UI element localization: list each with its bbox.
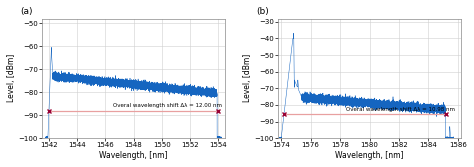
- Text: (a): (a): [20, 7, 33, 16]
- X-axis label: Wavelength, [nm]: Wavelength, [nm]: [335, 151, 404, 160]
- Y-axis label: Level, [dBm]: Level, [dBm]: [7, 54, 16, 102]
- Text: Overal wavelength shift Δλ = 12.00 nm: Overal wavelength shift Δλ = 12.00 nm: [113, 103, 222, 108]
- Y-axis label: Level, [dBm]: Level, [dBm]: [243, 54, 252, 102]
- Text: (b): (b): [256, 7, 269, 16]
- X-axis label: Wavelength, [nm]: Wavelength, [nm]: [99, 151, 168, 160]
- Text: Overal wavelength shift Δλ = 10.98 nm: Overal wavelength shift Δλ = 10.98 nm: [346, 107, 455, 112]
